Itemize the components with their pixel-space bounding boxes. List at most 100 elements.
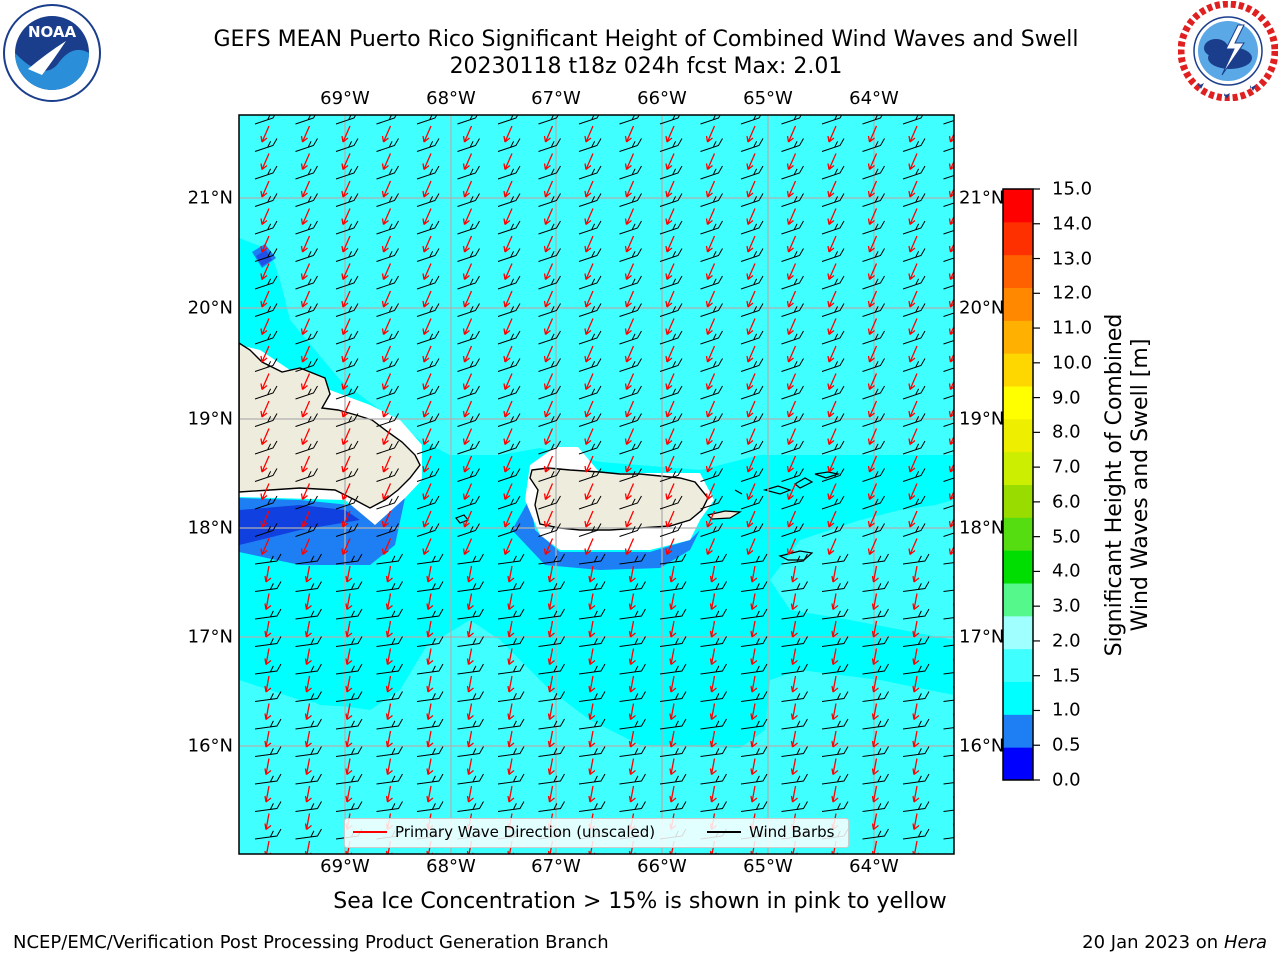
wave-direction-arrow [422, 483, 432, 501]
wind-barb [457, 165, 480, 180]
wind-barb [254, 138, 278, 152]
wind-barb [740, 636, 768, 647]
wave-direction-arrow [709, 703, 717, 721]
wind-barb [740, 330, 764, 345]
wave-direction-arrow [543, 290, 554, 308]
wave-direction-arrow [381, 373, 392, 391]
wind-barb [254, 358, 278, 372]
wind-barb [902, 193, 926, 207]
wind-barb [700, 165, 723, 180]
wave-direction-arrow [624, 455, 635, 473]
wave-direction-arrow [304, 593, 312, 611]
wind-barb [295, 468, 318, 482]
wind-barb [700, 248, 723, 262]
wave-direction-arrow [831, 758, 839, 776]
wind-barb [295, 303, 318, 317]
wave-direction-arrow [341, 263, 351, 281]
wave-direction-arrow [908, 538, 918, 556]
colorbar-tick-label: 13.0 [1052, 248, 1093, 270]
wave-direction-arrow [871, 813, 879, 831]
wind-barb [821, 165, 845, 180]
wind-barb [781, 773, 808, 785]
wind-barb [376, 330, 399, 345]
colorbar-tick-label: 0.0 [1052, 769, 1081, 791]
wind-barb [943, 562, 954, 565]
colorbar-tick-label: 6.0 [1052, 491, 1081, 513]
lon-label-bottom: 65°W [743, 856, 793, 877]
wind-barb [497, 440, 521, 455]
wave-direction-arrow [705, 263, 716, 281]
wind-barb [254, 220, 278, 235]
wind-barb [497, 220, 521, 235]
wave-direction-arrow [705, 290, 716, 308]
colorbar-swatch [1003, 648, 1033, 682]
wind-barb [376, 115, 397, 125]
wind-barb [862, 801, 889, 812]
wind-barb [943, 617, 954, 620]
wave-direction-arrow [912, 675, 920, 693]
colorbar-swatch [1003, 714, 1033, 748]
wind-barb [659, 523, 683, 537]
wind-barb [254, 193, 278, 207]
wind-barb [497, 663, 525, 675]
wind-barb [497, 691, 525, 702]
wind-barb [659, 773, 687, 785]
wind-barb [659, 165, 683, 180]
wind-barb [538, 248, 561, 262]
wind-barb [862, 275, 885, 290]
wind-barb [700, 663, 727, 675]
wind-barb [821, 523, 845, 537]
wave-direction-arrow [948, 159, 954, 171]
wind-barb [416, 193, 440, 207]
wave-direction-arrow [705, 345, 716, 363]
wind-barb [740, 275, 764, 290]
wave-direction-arrow [503, 263, 513, 281]
wave-direction-arrow [462, 455, 473, 473]
wind-barb [578, 663, 606, 675]
wind-barb [295, 165, 318, 180]
wind-barb [497, 275, 521, 290]
wind-barb [740, 553, 768, 565]
wind-barb [457, 385, 480, 400]
wave-direction-arrow [584, 538, 594, 556]
land-virgin-islands [734, 471, 841, 561]
colorbar-swatch [1003, 418, 1033, 453]
colorbar-tick-label: 12.0 [1052, 282, 1093, 304]
colorbar-swatch [1003, 747, 1033, 781]
wave-direction-arrow [709, 758, 717, 776]
wave-direction-arrow [341, 538, 351, 556]
wave-direction-arrow [462, 510, 473, 528]
wave-direction-arrow [908, 345, 918, 363]
wave-direction-arrow [665, 428, 675, 446]
wave-direction-arrow [345, 593, 353, 611]
wave-direction-arrow [381, 263, 392, 281]
wind-barb [821, 718, 849, 730]
wave-direction-arrow [341, 483, 351, 501]
colorbar-swatch [1003, 287, 1033, 321]
colorbar-swatch [1003, 386, 1033, 420]
wave-direction-arrow [462, 538, 473, 556]
wave-direction-arrow [341, 373, 351, 391]
wave-direction-arrow [422, 263, 432, 281]
wind-barb [335, 385, 359, 400]
wind-barb [619, 115, 640, 125]
wind-barb [902, 468, 926, 482]
wave-direction-arrow [871, 758, 879, 776]
wave-direction-arrow [385, 620, 393, 638]
wind-barb [821, 495, 845, 510]
wind-barb [497, 636, 525, 647]
wind-barb [862, 440, 885, 455]
wave-direction-arrow [547, 703, 555, 721]
wave-direction-arrow [381, 428, 392, 446]
wave-direction-arrow [381, 180, 392, 198]
wave-direction-arrow [345, 730, 353, 748]
lat-label-left: 18°N [187, 517, 233, 539]
wind-barb [538, 220, 561, 235]
wind-barb [295, 248, 318, 262]
wind-barb [538, 330, 561, 345]
wind-barb [538, 663, 565, 675]
wave-direction-arrow [948, 462, 954, 473]
wind-barb [902, 330, 926, 345]
wind-barb [943, 367, 954, 372]
wave-direction-arrow [466, 675, 474, 693]
